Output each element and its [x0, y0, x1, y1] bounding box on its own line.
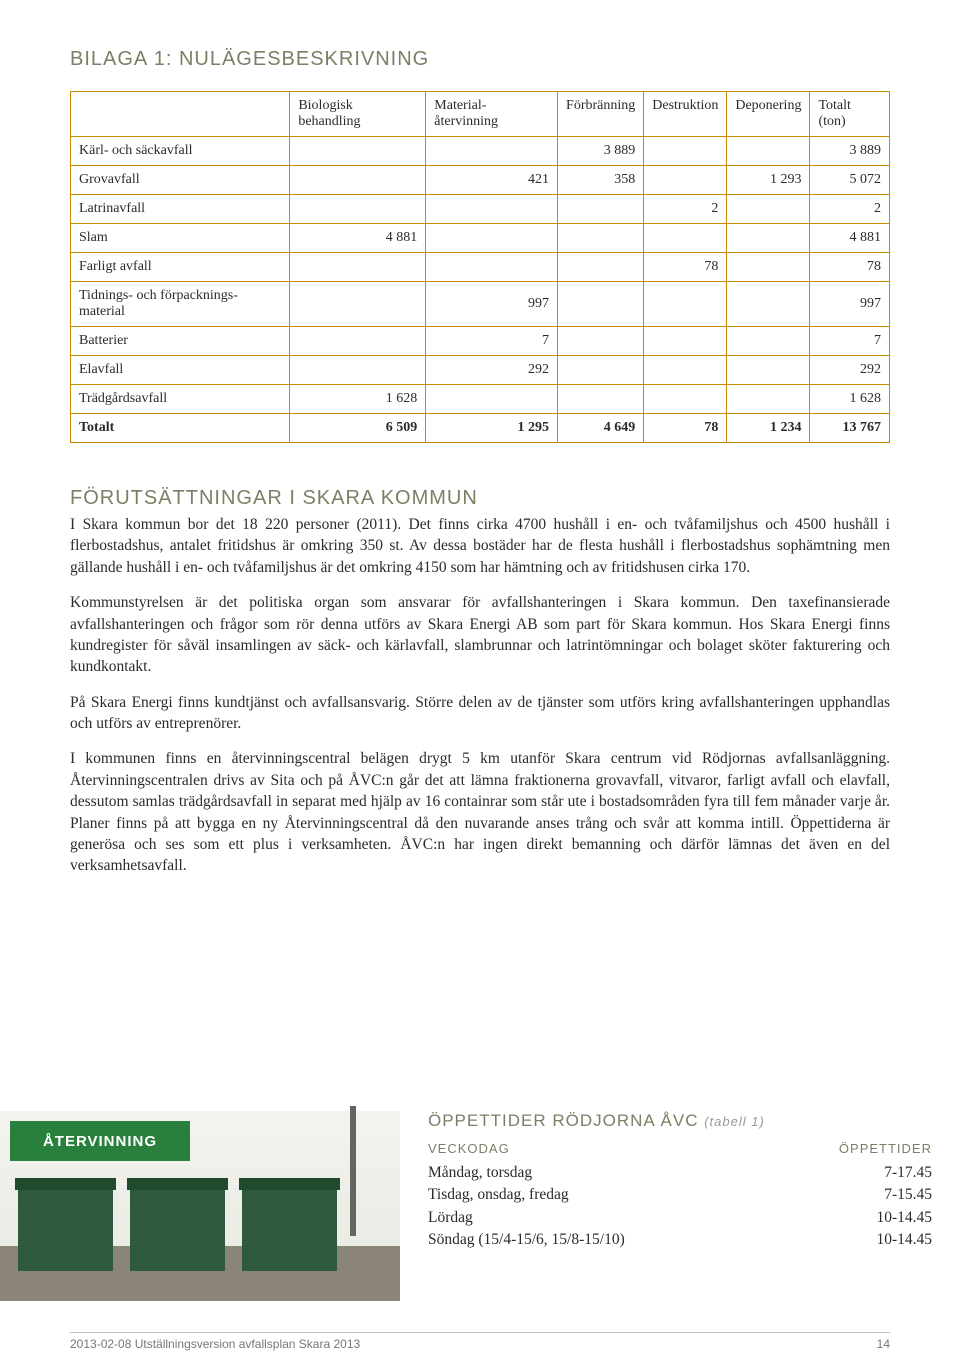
- table-row: Kärl- och säckavfall3 8893 889: [71, 137, 890, 166]
- hours-head-time: ÖPPETTIDER: [839, 1141, 932, 1156]
- table-total-row: Totalt6 5091 2954 649781 23413 767: [71, 414, 890, 443]
- row-label: Kärl- och säckavfall: [71, 137, 290, 166]
- hours-title-note: (tabell 1): [704, 1114, 765, 1129]
- hours-header: VECKODAG ÖPPETTIDER: [428, 1141, 932, 1156]
- total-label: Totalt: [71, 414, 290, 443]
- hours-row: Lördag10-14.45: [428, 1207, 932, 1229]
- opening-hours: ÖPPETTIDER RÖDJORNA ÅVC (tabell 1) VECKO…: [400, 1093, 960, 1323]
- table-row: Batterier77: [71, 327, 890, 356]
- col-destruktion: Destruktion: [644, 92, 727, 137]
- table-row: Slam4 8814 881: [71, 224, 890, 253]
- row-label: Slam: [71, 224, 290, 253]
- hours-row: Tisdag, onsdag, fredag7-15.45: [428, 1184, 932, 1206]
- recycling-photo: ÅTERVINNING: [0, 1111, 400, 1301]
- paragraph: Kommunstyrelsen är det politiska organ s…: [70, 592, 890, 678]
- photo-bin: [18, 1186, 113, 1271]
- photo-bin: [130, 1186, 225, 1271]
- col-biologisk: Biologisk behandling: [290, 92, 426, 137]
- table-header-row: Biologisk behandling Material-återvinnin…: [71, 92, 890, 137]
- hours-title: ÖPPETTIDER RÖDJORNA ÅVC (tabell 1): [428, 1111, 932, 1131]
- col-deponering: Deponering: [727, 92, 810, 137]
- paragraph: I Skara kommun bor det 18 220 personer (…: [70, 514, 890, 578]
- col-totalt: Totalt (ton): [810, 92, 890, 137]
- table-row: Grovavfall4213581 2935 072: [71, 166, 890, 195]
- row-label: Grovavfall: [71, 166, 290, 195]
- row-label: Tidnings- och förpacknings-material: [71, 282, 290, 327]
- row-label: Elavfall: [71, 356, 290, 385]
- page-footer: 2013-02-08 Utställningsversion avfallspl…: [70, 1332, 890, 1351]
- waste-table: Biologisk behandling Material-återvinnin…: [70, 91, 890, 443]
- footer-page-number: 14: [877, 1337, 890, 1351]
- col-forbranning: Förbränning: [558, 92, 644, 137]
- photo-bin: [242, 1186, 337, 1271]
- hours-title-text: ÖPPETTIDER RÖDJORNA ÅVC: [428, 1111, 698, 1130]
- page-title: BILAGA 1: NULÄGESBESKRIVNING: [70, 48, 890, 71]
- row-label: Farligt avfall: [71, 253, 290, 282]
- hours-head-day: VECKODAG: [428, 1141, 510, 1156]
- hours-row: Måndag, torsdag7-17.45: [428, 1162, 932, 1184]
- table-row: Tidnings- och förpacknings-material99799…: [71, 282, 890, 327]
- table-row: Elavfall292292: [71, 356, 890, 385]
- photo-lamp: [350, 1106, 356, 1236]
- table-row: Latrinavfall22: [71, 195, 890, 224]
- paragraph: På Skara Energi finns kundtjänst och avf…: [70, 692, 890, 735]
- row-label: Latrinavfall: [71, 195, 290, 224]
- bottom-row: ÅTERVINNING ÖPPETTIDER RÖDJORNA ÅVC (tab…: [0, 1093, 960, 1323]
- row-label: Trädgårdsavfall: [71, 385, 290, 414]
- footer-left: 2013-02-08 Utställningsversion avfallspl…: [70, 1337, 360, 1351]
- col-material: Material-återvinning: [426, 92, 558, 137]
- table-row: Farligt avfall7878: [71, 253, 890, 282]
- section-heading: FÖRUTSÄTTNINGAR I SKARA KOMMUN: [70, 487, 890, 510]
- col-blank: [71, 92, 290, 137]
- table-row: Trädgårdsavfall1 6281 628: [71, 385, 890, 414]
- photo-sign: ÅTERVINNING: [10, 1121, 190, 1161]
- hours-row: Söndag (15/4-15/6, 15/8-15/10)10-14.45: [428, 1229, 932, 1251]
- row-label: Batterier: [71, 327, 290, 356]
- paragraph: I kommunen finns en återvinningscentral …: [70, 748, 890, 876]
